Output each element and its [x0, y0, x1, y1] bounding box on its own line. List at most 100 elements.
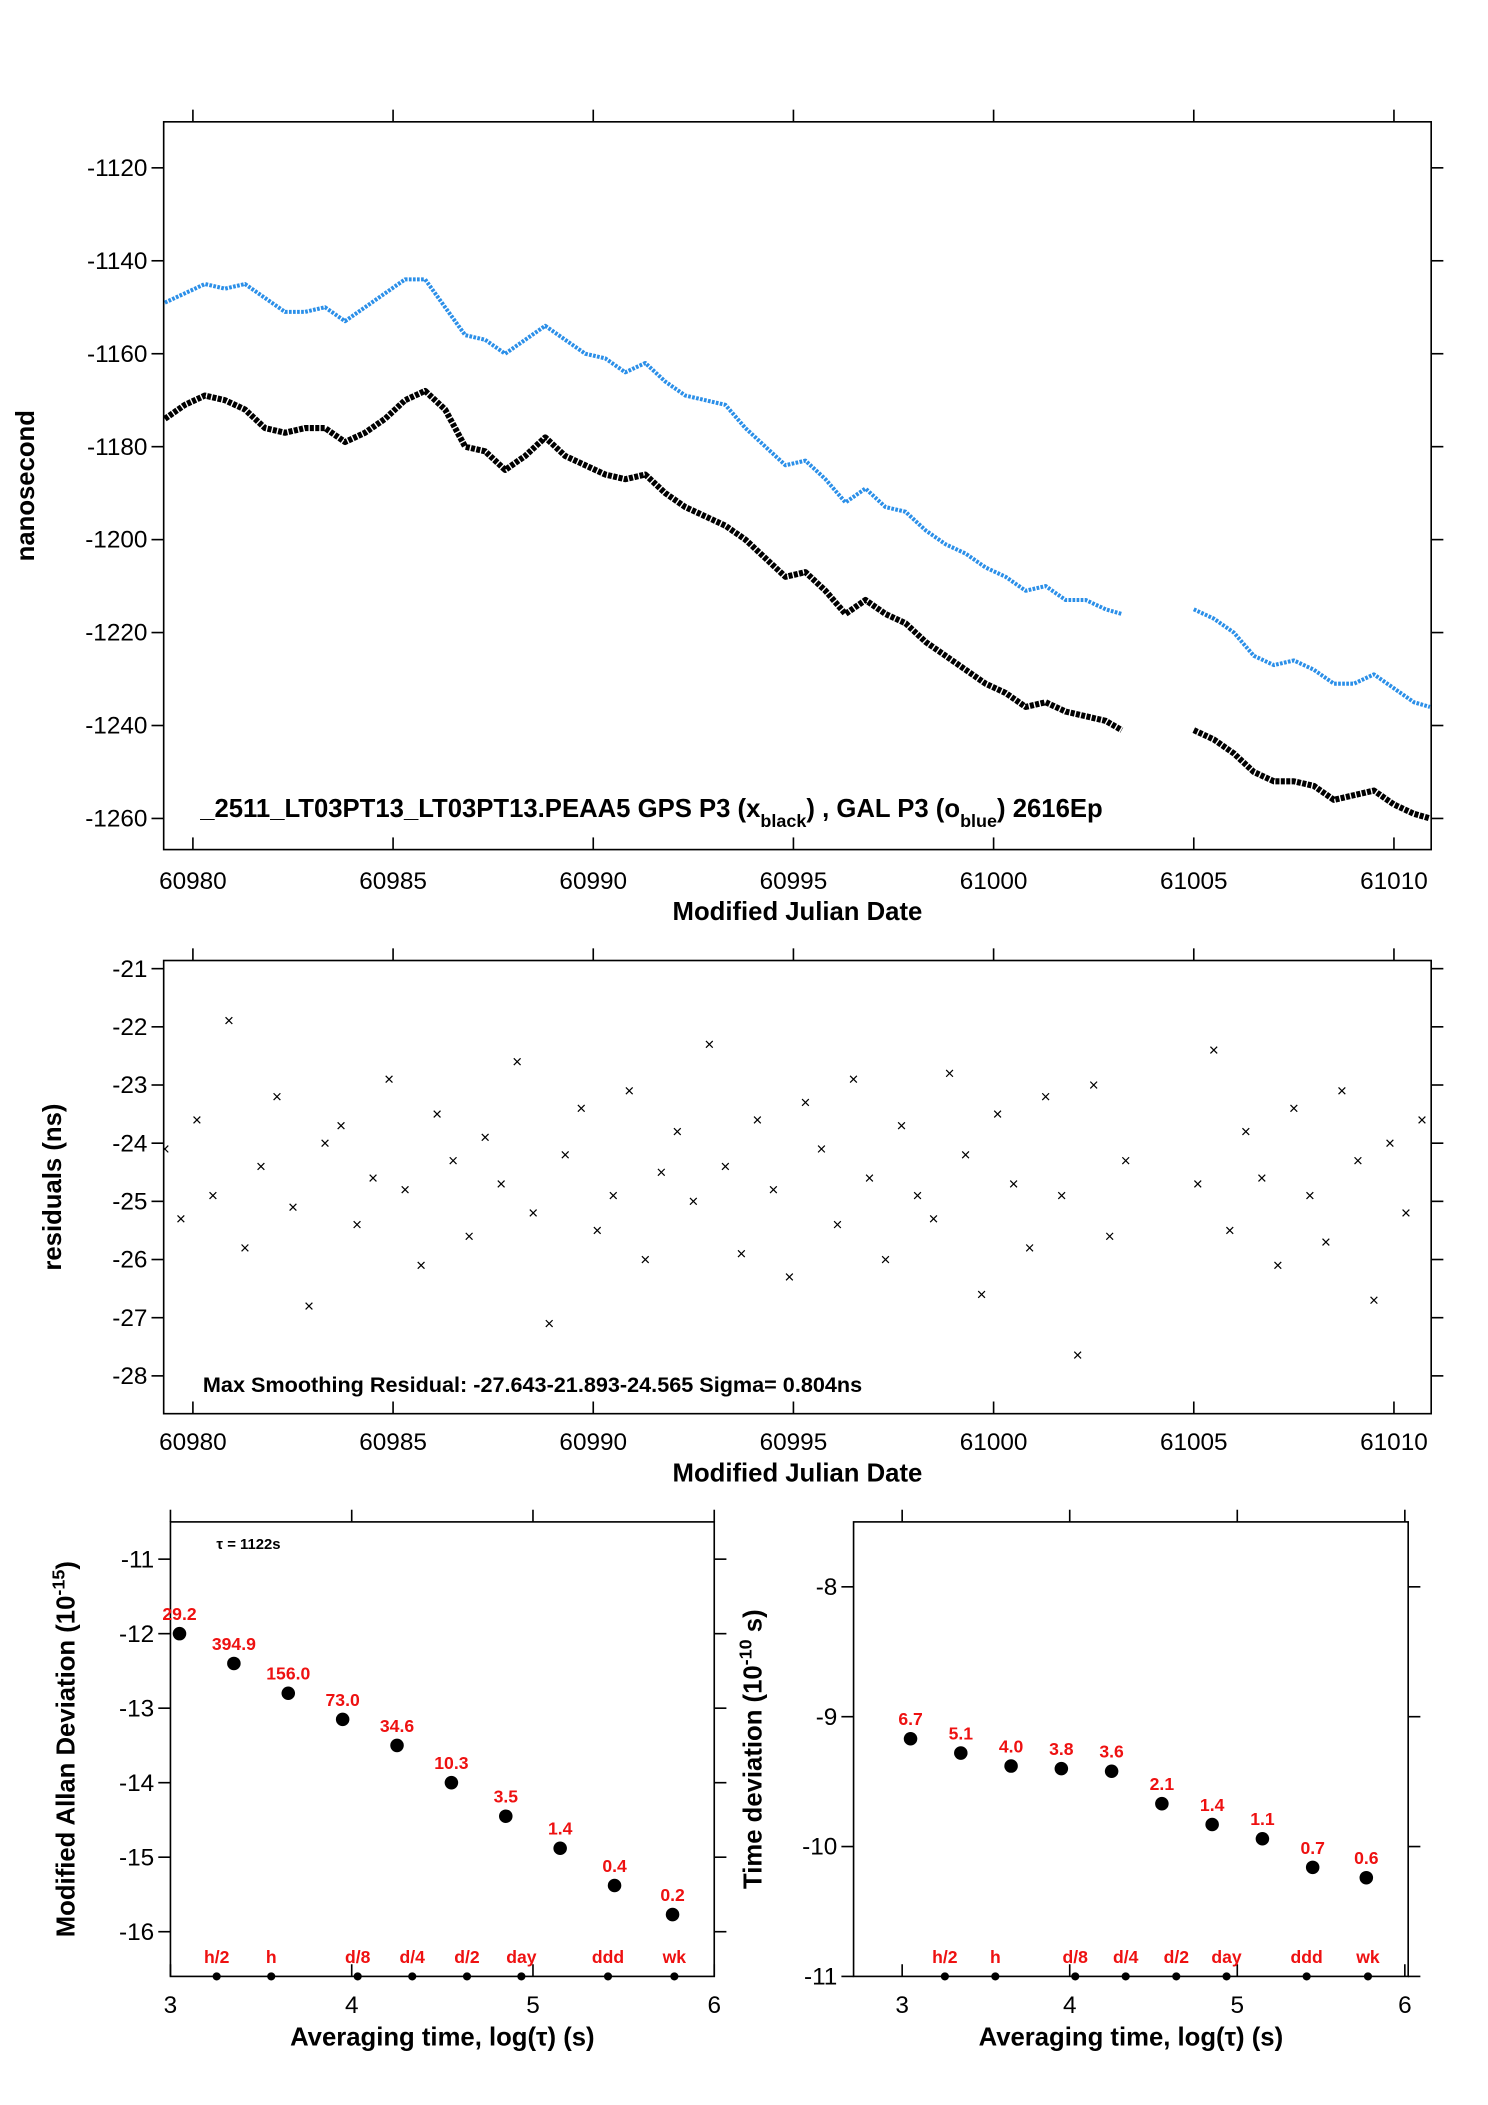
- y-tick-label: -28: [112, 1363, 147, 1390]
- annotation: τ = 1122s: [216, 1537, 280, 1553]
- x-tick-label: 6: [1398, 1992, 1412, 2019]
- point: [529, 1209, 538, 1217]
- point: [865, 1174, 874, 1182]
- point-label: 3.6: [1099, 1742, 1124, 1762]
- point-label: 0.2: [660, 1885, 685, 1905]
- y-axis-label-part: Time deviation (10: [740, 1665, 768, 1889]
- x-tick-label: 5: [1231, 1992, 1245, 2019]
- x-tick-label: 5: [526, 1992, 540, 2019]
- data-line: [164, 277, 1431, 709]
- point: [390, 1738, 404, 1753]
- y-tick-label: -14: [119, 1770, 154, 1797]
- plot-frame: [162, 121, 1432, 851]
- point: [817, 1145, 826, 1153]
- point: [609, 1191, 618, 1200]
- point: [897, 1121, 906, 1130]
- y-axis-label: Modified Allan Deviation (10-15): [48, 1561, 80, 1937]
- point: [401, 1185, 409, 1194]
- x-axis-label: Averaging time, log(τ) (s): [290, 2023, 595, 2051]
- point: [1290, 1104, 1298, 1113]
- point: [945, 1069, 954, 1078]
- point: [225, 1016, 233, 1025]
- x-axis-label: Averaging time, log(τ) (s): [979, 2023, 1284, 2051]
- point: [657, 1168, 666, 1177]
- point: [337, 1121, 345, 1130]
- point: [1354, 1156, 1362, 1165]
- point: [1089, 1081, 1098, 1089]
- annotation: Max Smoothing Residual: -27.643-21.893-2…: [203, 1372, 862, 1397]
- point: [497, 1180, 505, 1188]
- point-label: 10.3: [434, 1753, 468, 1773]
- point: [481, 1133, 489, 1142]
- point: [1274, 1261, 1282, 1270]
- y-tick-label: -16: [119, 1919, 154, 1946]
- point-label: 1.1: [1250, 1809, 1275, 1829]
- point: [737, 1249, 746, 1258]
- x-tick-label: 61010: [1360, 868, 1428, 895]
- point: [499, 1809, 513, 1823]
- point: [607, 1878, 622, 1893]
- marker-label: d/8: [1063, 1947, 1089, 1967]
- point: [1121, 1156, 1130, 1165]
- point: [1193, 1180, 1202, 1188]
- point: [1054, 1761, 1069, 1776]
- x-tick-label: 60980: [159, 1429, 227, 1456]
- point: [1306, 1191, 1314, 1200]
- point: [561, 1150, 570, 1159]
- point: [1104, 1764, 1119, 1778]
- point-label: 3.5: [494, 1787, 519, 1807]
- point: [433, 1110, 441, 1118]
- marker-label: day: [1211, 1947, 1242, 1967]
- point-label: 2.1: [1150, 1774, 1175, 1794]
- y-tick-label: -9: [816, 1704, 838, 1731]
- point: [1025, 1244, 1034, 1252]
- point: [177, 1214, 185, 1223]
- point: [689, 1197, 698, 1206]
- point: [1041, 1092, 1050, 1101]
- marker-label: d/4: [1113, 1947, 1139, 1967]
- annotation: _2511_LT03PT13_LT03PT13.PEAA5 GPS P3 (xb…: [199, 795, 1103, 831]
- point: [913, 1191, 922, 1200]
- point: [172, 1626, 187, 1641]
- point: [903, 1732, 918, 1746]
- y-tick-label: -8: [816, 1574, 838, 1601]
- point: [273, 1092, 281, 1101]
- marker-dot: [1172, 1972, 1181, 1981]
- point: [1338, 1087, 1346, 1095]
- point: [849, 1075, 858, 1083]
- point: [209, 1191, 217, 1200]
- marker-dot: [1363, 1972, 1373, 1981]
- point: [553, 1841, 567, 1856]
- point: [1155, 1796, 1169, 1811]
- y-tick-label: -12: [119, 1621, 154, 1648]
- y-tick-label: -1140: [87, 248, 147, 275]
- point-label: 6.7: [898, 1709, 922, 1729]
- marker-label: h: [266, 1947, 277, 1967]
- x-tick-label: 60980: [159, 868, 227, 895]
- marker-label: h/2: [932, 1947, 958, 1967]
- point: [721, 1162, 730, 1171]
- plot-area: [163, 1016, 1426, 1359]
- x-tick-label: 4: [1063, 1992, 1077, 2019]
- x-tick-label: 61000: [960, 868, 1028, 895]
- point: [929, 1214, 938, 1223]
- point: [1402, 1209, 1410, 1217]
- marker-dot: [940, 1972, 949, 1981]
- point: [673, 1127, 682, 1136]
- point: [954, 1746, 968, 1760]
- point: [1386, 1139, 1394, 1147]
- x-tick-label: 61010: [1360, 1429, 1428, 1456]
- point: [241, 1244, 249, 1252]
- marker-label: wk: [662, 1947, 687, 1967]
- annotation-part: blue: [960, 811, 997, 831]
- annotation-part: ) , GAL P3 (o: [806, 795, 960, 823]
- point: [1255, 1831, 1270, 1846]
- marker-label: d/4: [400, 1947, 426, 1967]
- point: [465, 1232, 473, 1241]
- point-label: 1.4: [1200, 1795, 1225, 1815]
- marker-dot: [408, 1972, 417, 1981]
- y-tick-label: -11: [121, 1546, 154, 1573]
- marker-label: ddd: [1291, 1947, 1323, 1967]
- plot-area: [903, 1732, 1374, 1885]
